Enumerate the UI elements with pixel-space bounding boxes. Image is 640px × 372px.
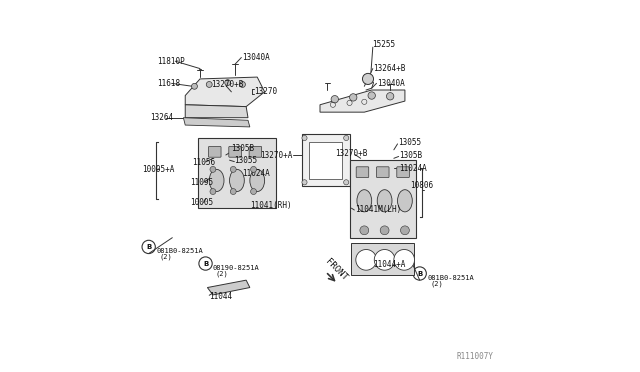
Text: 081B0-8251A: 081B0-8251A xyxy=(427,275,474,281)
Circle shape xyxy=(302,135,307,141)
Text: 10005: 10005 xyxy=(190,198,213,207)
Text: (2): (2) xyxy=(216,270,228,277)
Circle shape xyxy=(251,166,257,172)
Circle shape xyxy=(360,226,369,235)
Text: 13055: 13055 xyxy=(398,138,421,147)
FancyBboxPatch shape xyxy=(397,167,410,177)
Ellipse shape xyxy=(209,169,224,192)
Circle shape xyxy=(387,93,394,100)
Polygon shape xyxy=(184,118,250,127)
Text: 13270+B: 13270+B xyxy=(335,149,367,158)
Text: 13270: 13270 xyxy=(254,87,277,96)
Circle shape xyxy=(362,73,374,84)
Text: 081B0-8251A: 081B0-8251A xyxy=(157,248,204,254)
Text: 10005+A: 10005+A xyxy=(142,165,175,174)
Ellipse shape xyxy=(357,190,372,212)
Text: (2): (2) xyxy=(430,280,443,287)
Polygon shape xyxy=(185,105,248,118)
Text: B: B xyxy=(417,270,422,276)
Polygon shape xyxy=(349,160,416,238)
Ellipse shape xyxy=(250,169,264,192)
Circle shape xyxy=(191,83,197,89)
Text: 13040A: 13040A xyxy=(377,79,405,88)
Ellipse shape xyxy=(397,190,412,212)
Circle shape xyxy=(230,166,236,172)
Text: 13055: 13055 xyxy=(234,156,257,166)
Text: 11024A: 11024A xyxy=(242,169,269,177)
Text: 13270+A: 13270+A xyxy=(260,151,292,160)
Text: 13264: 13264 xyxy=(150,113,173,122)
Text: 11044+A: 11044+A xyxy=(374,260,406,269)
Circle shape xyxy=(210,166,216,172)
Ellipse shape xyxy=(377,190,392,212)
Polygon shape xyxy=(207,280,250,295)
Polygon shape xyxy=(320,90,405,112)
Text: 11041(RH): 11041(RH) xyxy=(250,201,291,210)
Text: 11044: 11044 xyxy=(209,292,232,301)
Text: 11618: 11618 xyxy=(157,79,180,88)
Circle shape xyxy=(374,250,395,270)
Text: 15255: 15255 xyxy=(372,41,395,49)
FancyBboxPatch shape xyxy=(376,167,389,177)
Text: 13040A: 13040A xyxy=(243,53,270,62)
Text: FRONT: FRONT xyxy=(324,257,349,283)
Text: 1305B: 1305B xyxy=(230,144,254,153)
Circle shape xyxy=(239,81,245,87)
Circle shape xyxy=(331,96,339,103)
Polygon shape xyxy=(301,134,349,186)
Circle shape xyxy=(394,250,415,270)
Circle shape xyxy=(302,180,307,185)
Circle shape xyxy=(251,189,257,195)
FancyBboxPatch shape xyxy=(356,167,369,177)
Text: 08190-8251A: 08190-8251A xyxy=(213,265,260,271)
Polygon shape xyxy=(198,138,276,208)
Text: 10806: 10806 xyxy=(410,182,433,190)
Text: 11095: 11095 xyxy=(190,178,213,187)
Circle shape xyxy=(344,180,349,185)
Circle shape xyxy=(230,189,236,195)
FancyBboxPatch shape xyxy=(229,147,241,157)
Circle shape xyxy=(380,226,389,235)
Polygon shape xyxy=(309,142,342,179)
Text: 11041M(LH): 11041M(LH) xyxy=(355,205,401,215)
Circle shape xyxy=(349,94,357,101)
Ellipse shape xyxy=(230,169,244,192)
Circle shape xyxy=(401,226,410,235)
FancyBboxPatch shape xyxy=(249,147,262,157)
Text: B: B xyxy=(203,260,208,266)
Text: 11056: 11056 xyxy=(193,157,216,167)
Text: 1305B: 1305B xyxy=(399,151,422,160)
Circle shape xyxy=(344,135,349,141)
Text: 13264+B: 13264+B xyxy=(374,64,406,73)
Text: R111007Y: R111007Y xyxy=(456,352,493,361)
Polygon shape xyxy=(185,77,264,107)
Text: 11024A: 11024A xyxy=(399,164,427,173)
Circle shape xyxy=(368,92,376,99)
Circle shape xyxy=(356,250,376,270)
Polygon shape xyxy=(351,243,414,275)
Circle shape xyxy=(210,189,216,195)
Text: 11810P: 11810P xyxy=(157,57,184,66)
Text: B: B xyxy=(146,244,151,250)
Text: 13270+B: 13270+B xyxy=(211,80,243,89)
Circle shape xyxy=(206,81,212,87)
Circle shape xyxy=(225,80,230,86)
FancyBboxPatch shape xyxy=(209,147,221,157)
Text: (2): (2) xyxy=(159,254,172,260)
